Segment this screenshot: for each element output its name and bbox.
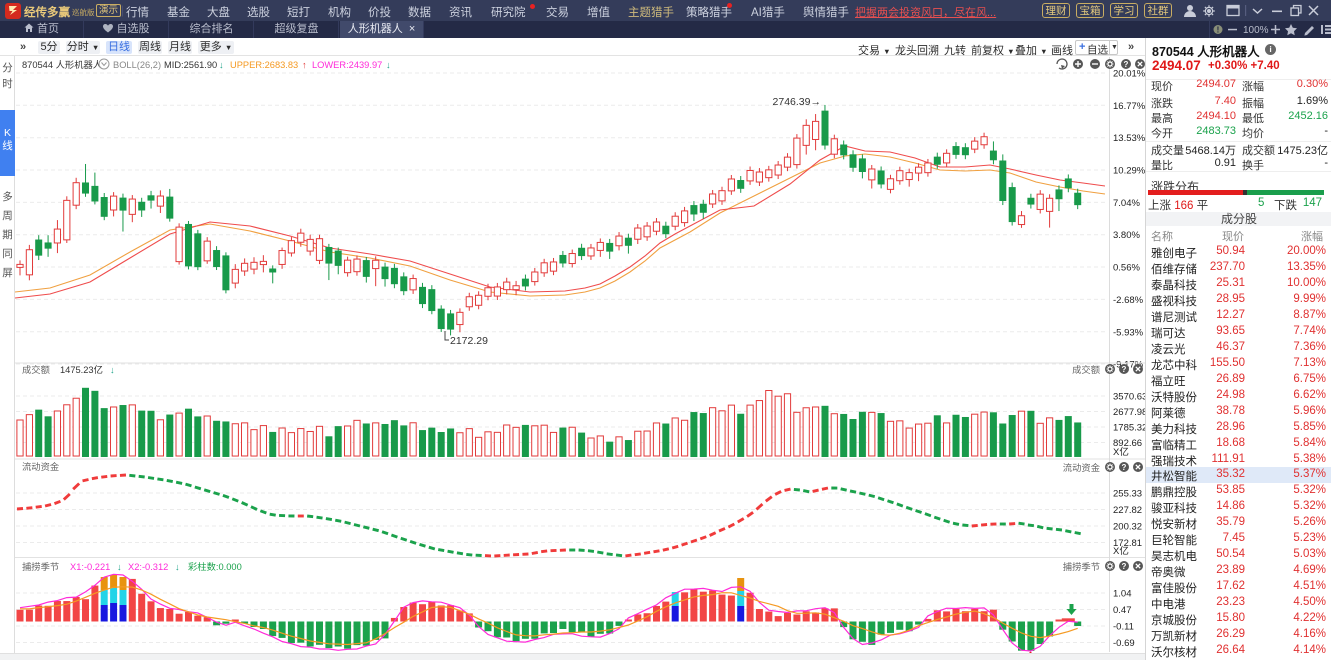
svg-text:0.56%: 0.56% [1113,263,1140,274]
svg-text:2172.29: 2172.29 [450,335,488,347]
svg-text:-5.93%: -5.93% [1113,327,1144,338]
svg-text:2746.39→: 2746.39→ [773,96,821,108]
svg-text:X1:-0.221: X1:-0.221 [70,562,110,572]
svg-text:3570.63: 3570.63 [1113,392,1147,403]
svg-text:BOLL(26,2): BOLL(26,2) [113,60,161,70]
svg-text:↓: ↓ [219,60,224,70]
svg-text:↑: ↑ [302,60,307,70]
svg-text:X亿: X亿 [1113,545,1129,557]
svg-text:成交额: 成交额 [22,364,51,375]
svg-text:7.04%: 7.04% [1113,198,1140,209]
svg-text:MID:2561.90: MID:2561.90 [164,60,217,70]
svg-text:3.80%: 3.80% [1113,230,1140,241]
svg-text:892.66: 892.66 [1113,438,1142,449]
svg-text:捕捞季节: 捕捞季节 [22,561,59,572]
svg-text:捕捞季节: 捕捞季节 [1063,561,1100,572]
svg-text:16.77%: 16.77% [1113,101,1146,112]
svg-text:20.01%: 20.01% [1113,69,1146,80]
svg-text:?: ? [1122,562,1127,571]
svg-text:↓: ↓ [110,365,115,375]
svg-text:-9.17%: -9.17% [1113,360,1144,371]
svg-text:13.53%: 13.53% [1113,133,1146,144]
svg-text:172.81: 172.81 [1113,538,1142,549]
svg-text:彩柱数:0.000: 彩柱数:0.000 [188,561,242,572]
svg-text:X2:-0.312: X2:-0.312 [128,562,168,572]
svg-text:!: ! [1217,26,1220,35]
svg-text:1475.23亿: 1475.23亿 [60,364,103,375]
svg-text:227.82: 227.82 [1113,505,1142,516]
svg-text:255.33: 255.33 [1113,489,1142,500]
svg-text:X亿: X亿 [1113,446,1129,458]
svg-text:↓: ↓ [117,562,122,572]
svg-text:0.47: 0.47 [1113,605,1132,616]
svg-text:870544 人形机器人: 870544 人形机器人 [22,59,102,70]
svg-text:?: ? [1122,463,1127,472]
svg-text:成交额: 成交额 [1072,364,1101,375]
svg-text:流动资金: 流动资金 [1063,462,1101,473]
svg-text:1.04: 1.04 [1113,589,1132,600]
svg-text:200.32: 200.32 [1113,522,1142,533]
svg-text:?: ? [1124,60,1129,69]
svg-text:100%: 100% [1243,25,1269,36]
svg-text:LOWER:2439.97: LOWER:2439.97 [312,60,382,70]
svg-text:-2.68%: -2.68% [1113,295,1144,306]
svg-text:UPPER:2683.83: UPPER:2683.83 [230,60,298,70]
svg-text:流动资金: 流动资金 [22,461,60,472]
svg-text:1785.32: 1785.32 [1113,423,1147,434]
svg-text:-0.11: -0.11 [1113,622,1134,633]
svg-text:-0.69: -0.69 [1113,638,1135,649]
svg-text:↓: ↓ [386,60,391,70]
svg-text:?: ? [1122,365,1127,374]
svg-text:10.29%: 10.29% [1113,166,1146,177]
svg-text:2677.98: 2677.98 [1113,407,1147,418]
svg-text:↓: ↓ [175,562,180,572]
